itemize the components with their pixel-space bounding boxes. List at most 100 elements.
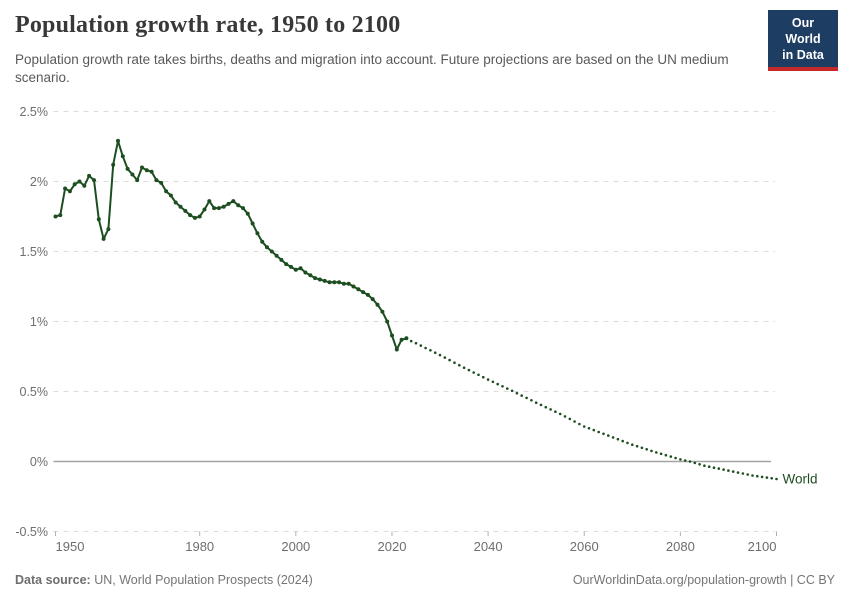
projection-dot [448,358,451,362]
data-point-marker [116,138,120,143]
projection-dot [683,459,687,462]
projection-dot [731,470,735,473]
projection-dot [756,474,759,478]
projection-dot [544,405,548,409]
owid-logo-line2: in Data [782,48,824,62]
data-point-marker [144,168,149,173]
data-point-marker [356,287,361,292]
data-point-marker [394,347,399,352]
data-point-marker [390,333,394,338]
data-point-marker [351,284,356,289]
projection-dot [765,476,769,479]
data-point-marker [346,281,351,286]
projection-dot [698,463,701,466]
data-point-marker [106,227,111,232]
projection-dot [669,455,673,458]
x-tick-label: 2060 [570,539,599,554]
projection-dot [477,373,480,377]
y-tick-label: 1% [30,315,48,329]
x-tick-label: 2020 [378,539,407,554]
data-point-marker [385,319,390,324]
projection-dot [472,371,476,374]
data-point-marker [135,178,140,183]
projection-dot [582,425,586,428]
data-point-marker [173,200,178,205]
projection-dot [770,477,773,480]
projection-dot [712,466,716,470]
owid-logo-line1: Our World [785,16,821,46]
data-point-marker [120,154,125,159]
data-point-marker [255,231,260,236]
data-point-marker [293,267,298,272]
projection-dot [722,468,725,471]
data-point-marker [140,165,144,170]
data-point-marker [313,276,318,281]
data-point-marker [370,297,375,302]
data-point-marker [375,302,380,307]
data-point-marker [72,182,77,187]
y-tick-label: 0% [30,455,48,469]
projection-dot [419,344,423,347]
data-point-marker [149,169,154,174]
data-point-marker [197,214,202,219]
projection-dot [458,363,461,367]
x-tick-label: 2040 [474,539,503,554]
data-point-marker [159,180,164,185]
data-point-marker [178,204,183,209]
projection-dot [674,456,677,460]
projection-dot [693,461,697,465]
y-tick-label: 0.5% [20,385,49,399]
projection-dot [655,451,658,454]
projection-dot [621,439,624,443]
projection-dot [592,428,596,432]
projection-dot [746,473,749,476]
x-tick-label: 1980 [185,539,214,554]
chart-subtitle: Population growth rate takes births, dea… [15,52,729,86]
data-point-marker [188,213,193,218]
y-tick-label: 1.5% [20,245,49,259]
data-point-marker [154,178,159,183]
data-point-marker [82,183,87,188]
projection-dot [727,469,730,472]
projection-dot [534,401,538,405]
projection-dot [717,467,721,470]
projection-dot [616,437,620,441]
projection-dot [587,427,591,430]
data-point-marker [101,236,106,241]
data-point-marker [303,270,308,275]
data-point-marker [63,186,68,191]
projection-dot [635,444,639,448]
data-point-marker [192,215,197,220]
data-point-marker [125,166,130,171]
data-point-marker [289,264,293,269]
data-point-marker [130,172,135,177]
data-point-marker [327,280,332,285]
data-point-marker [164,189,169,194]
projection-dot [707,465,711,469]
data-point-marker [308,273,313,278]
data-point-marker [404,336,409,341]
credit-link[interactable]: OurWorldinData.org/population-growth | C… [572,573,835,587]
data-point-marker [361,290,366,295]
projection-dot [645,448,648,451]
owid-logo[interactable]: Our World in Data [768,10,838,71]
projection-dot [631,443,634,447]
y-tick-label: 2% [30,175,48,189]
projection-dot [597,430,600,434]
projection-dot [506,387,509,390]
data-point-marker [365,292,370,297]
data-point-marker [236,203,241,208]
chart-footer: Data source: UN, World Population Prospe… [15,573,835,587]
data-point-marker [87,173,92,178]
data-point-marker [207,199,212,204]
projection-dot [414,341,418,345]
world-line-historical [54,139,408,351]
projection-dot [496,382,500,386]
y-tick-label: -0.5% [15,525,48,539]
x-tick-label: 2080 [666,539,695,554]
data-point-marker [92,178,96,183]
x-tick-label: 2000 [281,539,310,554]
data-point-marker [221,204,226,209]
